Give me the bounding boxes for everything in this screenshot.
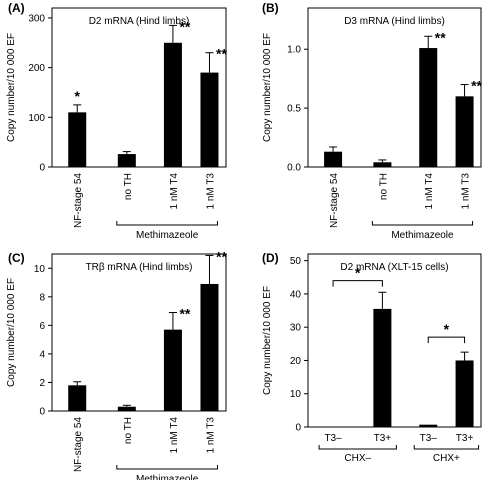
group-label: Methimazeole [136, 474, 199, 480]
significance-label: ** [179, 18, 190, 34]
bar [200, 283, 219, 411]
plot-frame [51, 253, 227, 412]
x-tick-label: T3– [420, 433, 438, 444]
significance-label: ** [471, 78, 482, 94]
x-tick-label: no TH [123, 173, 134, 200]
chart-panel: (B) D3 mRNA (Hind limbs) 0.0 0.5 1.0 Copy num… [262, 1, 483, 241]
y-tick-label: 4 [39, 349, 45, 360]
y-tick-label: 0 [39, 163, 45, 174]
y-tick-label: 40 [290, 289, 302, 300]
x-tick-label: T3+ [456, 433, 474, 444]
significance-label: ** [435, 29, 446, 45]
x-tick-label: T3+ [374, 433, 392, 444]
comparison-bracket [427, 336, 466, 344]
y-axis-label: Copy number/10 000 EF [262, 286, 273, 395]
y-tick-label: 0.5 [287, 104, 301, 115]
panel-label: (A) [8, 1, 25, 15]
bar [117, 154, 136, 167]
bar [419, 48, 438, 167]
x-tick-label: NF-stage 54 [73, 417, 84, 472]
bar [68, 385, 87, 411]
comparison-bracket [332, 280, 383, 287]
x-tick-label: 1 nM T3 [205, 417, 216, 454]
bar [373, 162, 392, 167]
significance-label: * [75, 88, 81, 104]
group-bracket [371, 221, 474, 226]
bar [455, 360, 474, 427]
y-tick-label: 2 [39, 378, 45, 389]
plot-frame [307, 253, 482, 428]
panel-label: (B) [262, 1, 279, 15]
chart-panel: (C) TRβ mRNA (Hind limbs) 0 2 4 6 8 10 Copy numb… [6, 248, 227, 480]
y-tick-label: 200 [28, 63, 45, 74]
group-bracket [116, 465, 218, 470]
y-tick-label: 10 [34, 264, 46, 275]
significance-label: * [355, 265, 361, 281]
y-tick-label: 0.0 [287, 163, 301, 174]
y-tick-label: 6 [39, 321, 45, 332]
y-tick-label: 100 [28, 113, 45, 124]
y-axis-label: Copy number/10 000 EF [6, 278, 17, 387]
panel-label: (C) [8, 251, 25, 265]
y-tick-label: 0 [39, 407, 45, 418]
y-tick-label: 300 [28, 13, 45, 24]
x-tick-label: 1 nM T4 [169, 173, 180, 210]
chart-title: D3 mRNA (Hind limbs) [344, 16, 445, 27]
y-tick-label: 8 [39, 292, 45, 303]
group-bracket [318, 445, 397, 450]
significance-label: ** [216, 46, 227, 62]
chart-title: D2 mRNA (XLT-15 cells) [340, 262, 448, 273]
bar [163, 329, 182, 411]
y-tick-label: 20 [290, 356, 302, 367]
group-label: Methimazeole [136, 230, 199, 241]
chart-title: D2 mRNA (Hind limbs) [89, 16, 190, 27]
significance-label: ** [179, 306, 190, 322]
chart-panel: (A) D2 mRNA (Hind limbs) 0 100 200 300 Copy nu… [6, 1, 227, 241]
x-tick-label: no TH [123, 417, 134, 444]
x-tick-label: 1 nM T4 [424, 173, 435, 210]
y-axis-label: Copy number/10 000 EF [262, 33, 273, 142]
bar [200, 72, 219, 167]
chart-panel: (D) D2 mRNA (XLT-15 cells) 0 10 20 30 40 50 Copy… [262, 251, 482, 464]
group-label: Methimazeole [391, 230, 454, 241]
significance-label: ** [216, 248, 227, 264]
x-tick-label: 1 nM T3 [461, 173, 472, 210]
bar [117, 406, 136, 411]
bar [373, 308, 392, 427]
x-tick-label: 1 nM T4 [169, 417, 180, 454]
plot-frame [51, 7, 227, 168]
x-tick-label: T3– [324, 433, 342, 444]
y-tick-label: 1.0 [287, 45, 301, 56]
x-tick-label: no TH [378, 173, 389, 200]
bar [324, 151, 343, 167]
bar [419, 424, 438, 427]
group-bracket [116, 221, 218, 226]
bar [163, 42, 182, 167]
group-label: CHX– [344, 453, 371, 464]
x-tick-label: 1 nM T3 [205, 173, 216, 210]
significance-label: * [444, 321, 450, 337]
bar [68, 112, 87, 167]
x-tick-label: NF-stage 54 [73, 173, 84, 228]
y-tick-label: 0 [295, 423, 301, 434]
x-tick-label: NF-stage 54 [329, 173, 340, 228]
chart-title: TRβ mRNA (Hind limbs) [86, 262, 193, 273]
group-bracket [413, 445, 480, 450]
bar [455, 96, 474, 167]
y-tick-label: 10 [290, 389, 302, 400]
group-label: CHX+ [433, 453, 460, 464]
y-tick-label: 50 [290, 256, 302, 267]
plot-frame [307, 7, 482, 168]
y-tick-label: 30 [290, 323, 302, 334]
panel-label: (D) [262, 251, 279, 265]
y-axis-label: Copy number/10 000 EF [6, 33, 17, 142]
